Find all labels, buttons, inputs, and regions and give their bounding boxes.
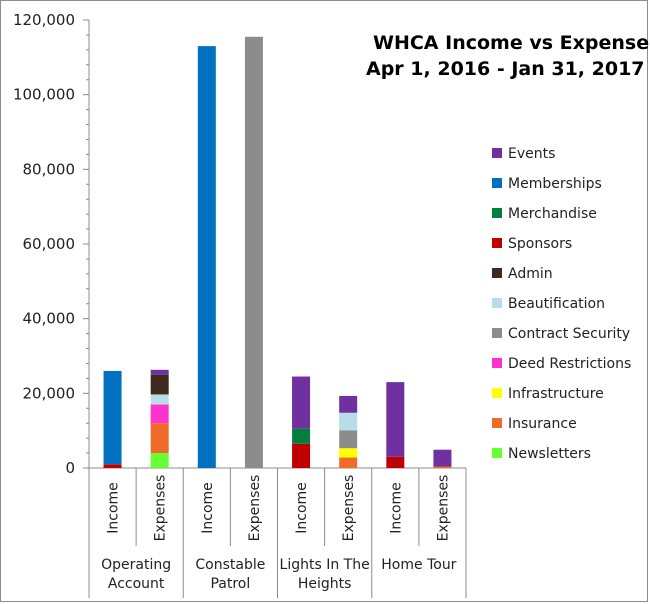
legend-label: Infrastructure — [508, 386, 604, 402]
chart-axes — [88, 20, 466, 469]
bar-stack — [244, 36, 263, 469]
bar-segment-contract-security — [244, 36, 263, 469]
y-tick-label: 80,000 — [23, 160, 76, 178]
legend-swatch — [492, 328, 502, 338]
y-tick-label: 60,000 — [23, 235, 76, 253]
chart-title-line-2: Apr 1, 2016 - Jan 31, 2017 — [366, 58, 645, 80]
bar-segment-sponsors — [292, 443, 311, 468]
bar-segment-merchandise — [292, 428, 311, 444]
legend-swatch — [492, 448, 502, 458]
legend-swatch — [492, 298, 502, 308]
bar-segment-infrastructure — [339, 448, 358, 458]
y-tick-label: 100,000 — [13, 86, 75, 104]
legend-label: Contract Security — [508, 326, 630, 342]
legend-entry: Contract Security — [492, 326, 630, 342]
bar-stack — [292, 376, 311, 468]
chart-title-line-1: WHCA Income vs Expenses — [373, 32, 649, 54]
bar-segment-insurance — [150, 423, 169, 454]
group-label: Patrol — [210, 576, 250, 592]
bar-label: Expenses — [435, 475, 451, 542]
legend-label: Merchandise — [508, 206, 597, 222]
x-axis-labels: Income Expenses Operating Account Income Expe… — [88, 468, 467, 598]
chart-legend: Events Memberships Merchandise Sponsors Admi… — [492, 146, 631, 462]
legend-label: Memberships — [508, 176, 602, 192]
y-axis-ticks: 0 20,000 40,000 60,000 80,000 100,000 120,000 — [13, 11, 89, 477]
bar-stack — [150, 369, 169, 468]
bar-stack — [103, 370, 122, 468]
bar-segment-insurance — [433, 466, 452, 468]
group-label: Heights — [298, 576, 352, 592]
legend-swatch — [492, 208, 502, 218]
bar-segment-insurance — [339, 457, 358, 468]
bar-stack — [339, 395, 358, 468]
bar-segment-beautification — [339, 412, 358, 431]
legend-entry: Beautification — [492, 296, 605, 312]
bar-label: Expenses — [341, 475, 357, 542]
group-label: Constable — [195, 557, 265, 573]
bar-segment-beautification — [150, 394, 169, 405]
group-label: Operating — [101, 557, 171, 573]
legend-swatch — [492, 148, 502, 158]
legend-swatch — [492, 178, 502, 188]
legend-label: Insurance — [508, 416, 577, 432]
bar-segment-newsletters — [150, 453, 169, 468]
bar-segment-contract-security — [339, 430, 358, 449]
bar-segment-sponsors — [103, 464, 122, 468]
bar-segment-memberships — [197, 46, 216, 469]
bar-stack — [197, 46, 216, 469]
bar-label: Expenses — [247, 475, 263, 542]
legend-swatch — [492, 418, 502, 428]
legend-swatch — [492, 268, 502, 278]
legend-entry: Admin — [492, 266, 553, 282]
legend-label: Deed Restrictions — [508, 356, 631, 372]
bar-segment-admin — [150, 374, 169, 395]
legend-label: Newsletters — [508, 446, 591, 462]
legend-entry: Insurance — [492, 416, 577, 432]
bar-segment-memberships — [103, 370, 122, 465]
y-tick-label: 20,000 — [23, 384, 76, 402]
bar-label: Income — [388, 482, 404, 534]
bar-label: Income — [294, 482, 310, 534]
bar-segment-events — [433, 449, 452, 467]
bar-segment-events — [386, 382, 405, 457]
legend-label: Admin — [508, 266, 553, 282]
group-label: Account — [108, 576, 165, 592]
bar-segment-deed-restrictions — [150, 404, 169, 424]
legend-entry: Infrastructure — [492, 386, 604, 402]
legend-entry: Newsletters — [492, 446, 591, 462]
y-tick-label: 120,000 — [13, 11, 75, 29]
legend-entry: Memberships — [492, 176, 602, 192]
y-tick-label: 40,000 — [23, 310, 76, 328]
bar-label: Income — [106, 482, 122, 534]
bar-segment-events — [150, 369, 169, 375]
group-label: Lights In The — [280, 557, 370, 573]
legend-label: Sponsors — [508, 236, 572, 252]
bar-stacks — [103, 36, 452, 469]
bar-label: Expenses — [153, 475, 169, 542]
legend-entry: Deed Restrictions — [492, 356, 631, 372]
bar-label: Income — [200, 482, 216, 534]
legend-swatch — [492, 358, 502, 368]
legend-swatch — [492, 238, 502, 248]
legend-entry: Sponsors — [492, 236, 572, 252]
bar-stack — [386, 382, 405, 468]
legend-label: Events — [508, 146, 555, 162]
legend-entry: Merchandise — [492, 206, 597, 222]
legend-entry: Events — [492, 146, 555, 162]
bar-stack — [433, 449, 452, 468]
bar-segment-events — [339, 395, 358, 413]
bar-segment-events — [292, 376, 311, 429]
bar-segment-sponsors — [386, 456, 405, 468]
legend-label: Beautification — [508, 296, 605, 312]
chart-title: WHCA Income vs Expenses Apr 1, 2016 - Ja… — [366, 32, 649, 80]
legend-swatch — [492, 388, 502, 398]
y-tick-label: 0 — [65, 459, 75, 477]
group-label: Home Tour — [381, 557, 456, 573]
